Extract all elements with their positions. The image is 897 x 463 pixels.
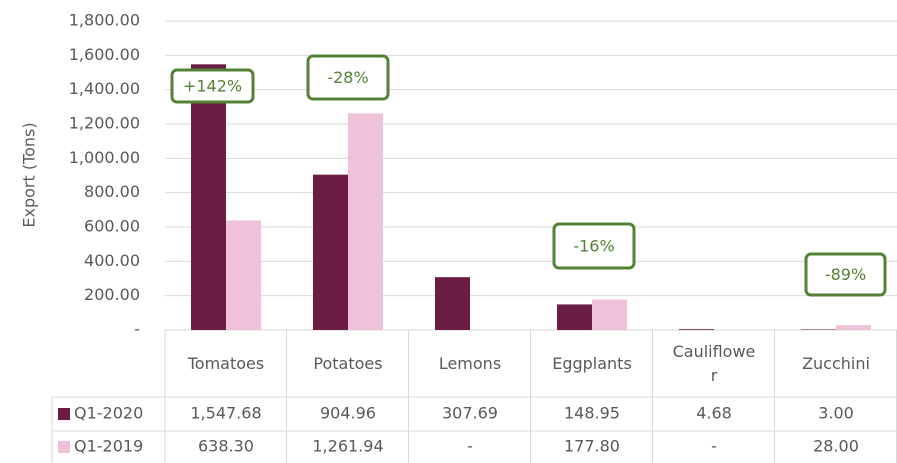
y-tick-label: 1,800.00 bbox=[69, 11, 140, 30]
y-tick-label: 1,400.00 bbox=[69, 79, 140, 98]
bar bbox=[679, 329, 714, 330]
value-label: 904.96 bbox=[320, 404, 376, 423]
value-label: - bbox=[467, 437, 473, 456]
category-wrap: Eggplants bbox=[531, 330, 653, 397]
callout-box bbox=[552, 222, 636, 270]
bar bbox=[836, 325, 871, 330]
y-tick-label: - bbox=[134, 320, 140, 339]
callout-text: -28% bbox=[327, 68, 368, 87]
y-tick-label: 1,600.00 bbox=[69, 45, 140, 64]
y-tick-label: 200.00 bbox=[84, 285, 140, 304]
bar bbox=[191, 64, 226, 330]
category-cell: Tomatoes bbox=[165, 330, 287, 397]
bar bbox=[435, 277, 470, 330]
category-wrap: Lemons bbox=[409, 330, 531, 397]
category-wrap: Zucchini bbox=[775, 330, 897, 397]
x-tick-label: Lemons bbox=[438, 353, 502, 373]
bar bbox=[592, 299, 627, 330]
legend-label: Q1-2019 bbox=[74, 437, 143, 456]
x-tick-label: Cauliflower bbox=[672, 341, 756, 385]
y-tick-label: 600.00 bbox=[84, 217, 140, 236]
value-label: 4.68 bbox=[696, 404, 732, 423]
value-label: 3.00 bbox=[818, 404, 854, 423]
callout-text: +142% bbox=[183, 77, 242, 96]
category-cell: Eggplants bbox=[531, 330, 653, 397]
x-tick-label: Eggplants bbox=[552, 353, 632, 373]
bar bbox=[801, 329, 836, 330]
y-tick-label: 400.00 bbox=[84, 251, 140, 270]
category-cell: Cauliflower bbox=[653, 330, 775, 397]
bar bbox=[557, 304, 592, 330]
y-tick-label: 800.00 bbox=[84, 182, 140, 201]
x-tick-label: Potatoes bbox=[313, 353, 383, 373]
legend-swatch bbox=[58, 441, 70, 453]
y-tick-label: 1,200.00 bbox=[69, 114, 140, 133]
category-cell: Lemons bbox=[409, 330, 531, 397]
category-cell: Zucchini bbox=[775, 330, 897, 397]
legend-swatch bbox=[58, 408, 70, 420]
y-axis-label: Export (Tons) bbox=[20, 122, 39, 227]
x-tick-label: Tomatoes bbox=[187, 353, 265, 373]
value-label: - bbox=[711, 437, 717, 456]
category-wrap: Cauliflower bbox=[653, 330, 775, 397]
bar bbox=[226, 220, 261, 330]
callout-text: -16% bbox=[573, 237, 614, 256]
callout-box bbox=[306, 54, 390, 101]
value-label: 638.30 bbox=[198, 437, 254, 456]
bar bbox=[348, 113, 383, 330]
x-tick-label: Zucchini bbox=[802, 353, 870, 373]
category-cell: Potatoes bbox=[287, 330, 409, 397]
category-wrap: Tomatoes bbox=[165, 330, 287, 397]
legend-label: Q1-2020 bbox=[74, 404, 143, 423]
value-label: 177.80 bbox=[564, 437, 620, 456]
value-label: 28.00 bbox=[813, 437, 859, 456]
bar bbox=[313, 174, 348, 330]
callout-text: -89% bbox=[825, 265, 866, 284]
category-wrap: Potatoes bbox=[287, 330, 409, 397]
callout-box bbox=[170, 68, 255, 104]
value-label: 1,547.68 bbox=[190, 404, 261, 423]
value-label: 307.69 bbox=[442, 404, 498, 423]
y-tick-label: 1,000.00 bbox=[69, 148, 140, 167]
callout-box bbox=[804, 252, 887, 297]
value-label: 1,261.94 bbox=[312, 437, 383, 456]
value-label: 148.95 bbox=[564, 404, 620, 423]
